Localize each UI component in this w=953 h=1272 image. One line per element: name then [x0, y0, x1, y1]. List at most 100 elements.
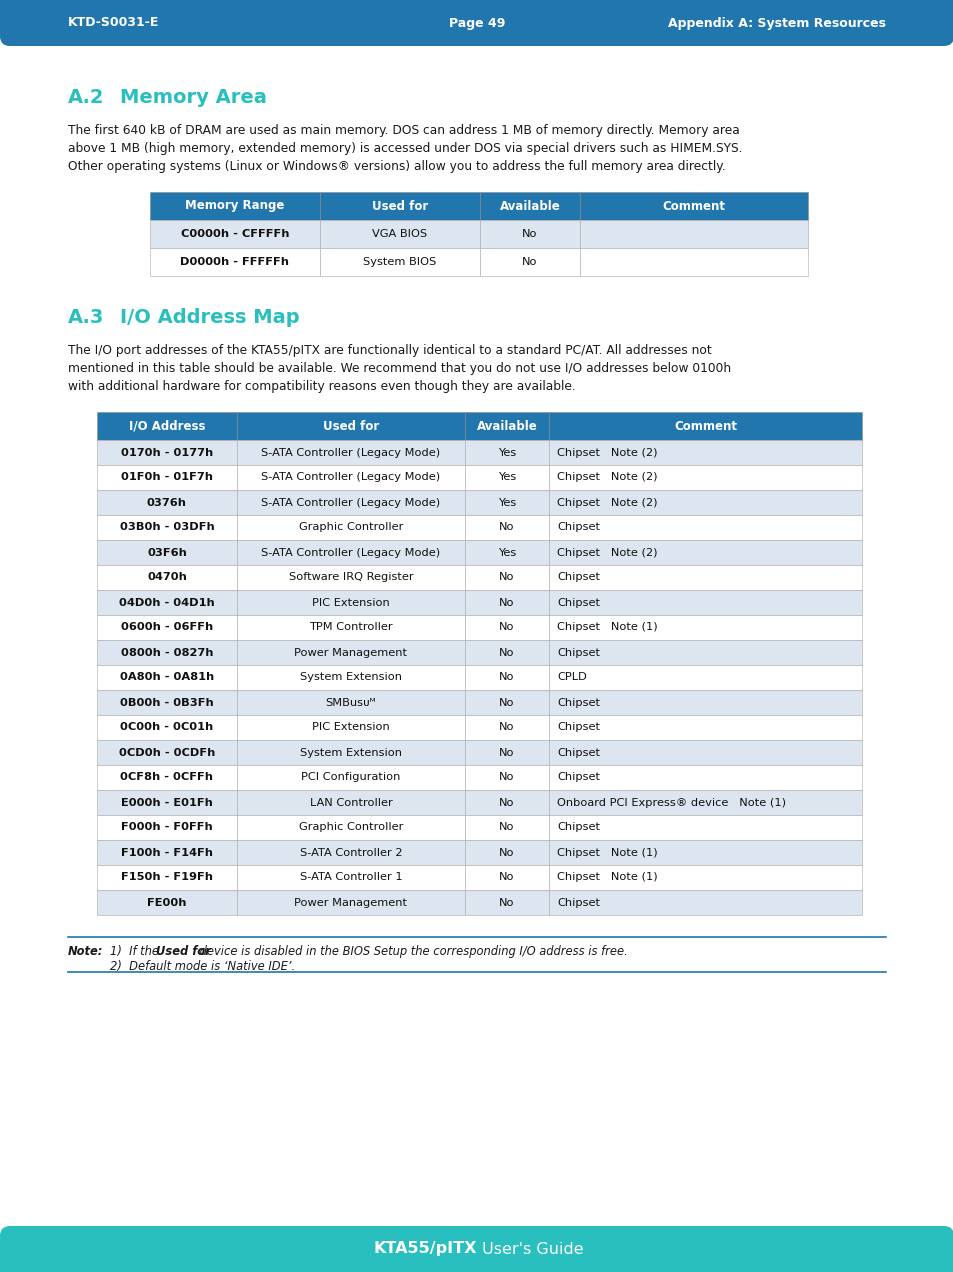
Bar [150, 192, 319, 220]
Text: Chipset: Chipset [557, 722, 599, 733]
Text: Yes: Yes [497, 497, 516, 508]
Bar [97, 490, 236, 515]
Text: No: No [498, 647, 515, 658]
Bar [236, 640, 464, 665]
Bar [97, 790, 236, 815]
Text: E000h - E01Fh: E000h - E01Fh [121, 798, 213, 808]
Text: Chipset: Chipset [557, 772, 599, 782]
Text: 0470h: 0470h [147, 572, 187, 583]
Text: 0170h - 0177h: 0170h - 0177h [121, 448, 213, 458]
Bar [0, 1249, 953, 1272]
Text: Chipset: Chipset [557, 572, 599, 583]
Text: Chipset   Note (2): Chipset Note (2) [557, 448, 657, 458]
Bar [464, 815, 548, 840]
Text: Comment: Comment [661, 200, 724, 212]
Bar [236, 890, 464, 915]
Bar [97, 640, 236, 665]
Text: 0B00h - 0B3Fh: 0B00h - 0B3Fh [120, 697, 213, 707]
Text: The first 640 kB of DRAM are used as main memory. DOS can address 1 MB of memory: The first 640 kB of DRAM are used as mai… [68, 123, 739, 137]
Bar [236, 764, 464, 790]
Text: 2)  Default mode is ‘Native IDE’.: 2) Default mode is ‘Native IDE’. [110, 960, 294, 973]
Bar [464, 790, 548, 815]
Text: TPM Controller: TPM Controller [309, 622, 393, 632]
Bar [97, 590, 236, 614]
Bar [97, 840, 236, 865]
Bar [548, 490, 862, 515]
Bar [319, 220, 479, 248]
Text: I/O Address: I/O Address [129, 420, 205, 432]
Text: User's Guide: User's Guide [476, 1241, 583, 1257]
Text: Available: Available [476, 420, 537, 432]
Text: with additional hardware for compatibility reasons even though they are availabl: with additional hardware for compatibili… [68, 380, 576, 393]
Bar [236, 490, 464, 515]
Bar [464, 640, 548, 665]
Text: 0376h: 0376h [147, 497, 187, 508]
Text: SMBusᴜᴹ: SMBusᴜᴹ [325, 697, 376, 707]
Bar [236, 590, 464, 614]
Text: No: No [498, 598, 515, 608]
Bar [236, 541, 464, 565]
Bar [579, 192, 807, 220]
Text: Chipset   Note (1): Chipset Note (1) [557, 873, 657, 883]
Bar [97, 665, 236, 689]
Text: System BIOS: System BIOS [363, 257, 436, 267]
Text: No: No [498, 847, 515, 857]
Bar [150, 220, 319, 248]
Text: Memory Range: Memory Range [185, 200, 284, 212]
Bar [236, 865, 464, 890]
Text: 0600h - 06FFh: 0600h - 06FFh [121, 622, 213, 632]
Text: Used for: Used for [155, 945, 211, 958]
Text: Chipset   Note (1): Chipset Note (1) [557, 847, 657, 857]
Bar [150, 248, 319, 276]
Bar [0, 0, 953, 23]
Bar [97, 466, 236, 490]
Bar [548, 790, 862, 815]
Text: S-ATA Controller (Legacy Mode): S-ATA Controller (Legacy Mode) [261, 448, 440, 458]
Bar [236, 715, 464, 740]
Text: No: No [498, 572, 515, 583]
Bar [548, 890, 862, 915]
Bar [579, 248, 807, 276]
Text: Power Management: Power Management [294, 647, 407, 658]
Bar [97, 715, 236, 740]
Text: No: No [498, 523, 515, 533]
Bar [548, 590, 862, 614]
Text: No: No [498, 798, 515, 808]
Bar [236, 412, 464, 440]
Bar [464, 515, 548, 541]
Text: Chipset   Note (2): Chipset Note (2) [557, 547, 657, 557]
Bar [548, 412, 862, 440]
Bar [579, 220, 807, 248]
Text: PCI Configuration: PCI Configuration [301, 772, 400, 782]
Bar [464, 665, 548, 689]
Text: S-ATA Controller 2: S-ATA Controller 2 [299, 847, 402, 857]
Text: S-ATA Controller 1: S-ATA Controller 1 [299, 873, 402, 883]
Text: 0CD0h - 0CDFh: 0CD0h - 0CDFh [119, 748, 215, 758]
Bar [464, 890, 548, 915]
Text: Chipset   Note (2): Chipset Note (2) [557, 497, 657, 508]
Text: 0A80h - 0A81h: 0A80h - 0A81h [120, 673, 213, 683]
Bar [548, 865, 862, 890]
Bar [548, 815, 862, 840]
Bar [319, 248, 479, 276]
Text: VGA BIOS: VGA BIOS [372, 229, 427, 239]
Text: Onboard PCI Express® device   Note (1): Onboard PCI Express® device Note (1) [557, 798, 785, 808]
Text: CPLD: CPLD [557, 673, 586, 683]
Text: Chipset: Chipset [557, 748, 599, 758]
Bar [464, 865, 548, 890]
Text: No: No [498, 873, 515, 883]
Bar [236, 790, 464, 815]
Text: Graphic Controller: Graphic Controller [298, 823, 403, 832]
Text: Other operating systems (Linux or Windows® versions) allow you to address the fu: Other operating systems (Linux or Window… [68, 160, 725, 173]
Bar [97, 865, 236, 890]
Text: System Extension: System Extension [299, 673, 401, 683]
Text: 01F0h - 01F7h: 01F0h - 01F7h [121, 472, 213, 482]
Text: LAN Controller: LAN Controller [310, 798, 392, 808]
Bar [464, 541, 548, 565]
Text: No: No [521, 257, 537, 267]
Text: No: No [498, 898, 515, 907]
Text: System Extension: System Extension [299, 748, 401, 758]
Bar [464, 740, 548, 764]
Text: No: No [498, 748, 515, 758]
FancyBboxPatch shape [0, 1226, 953, 1272]
